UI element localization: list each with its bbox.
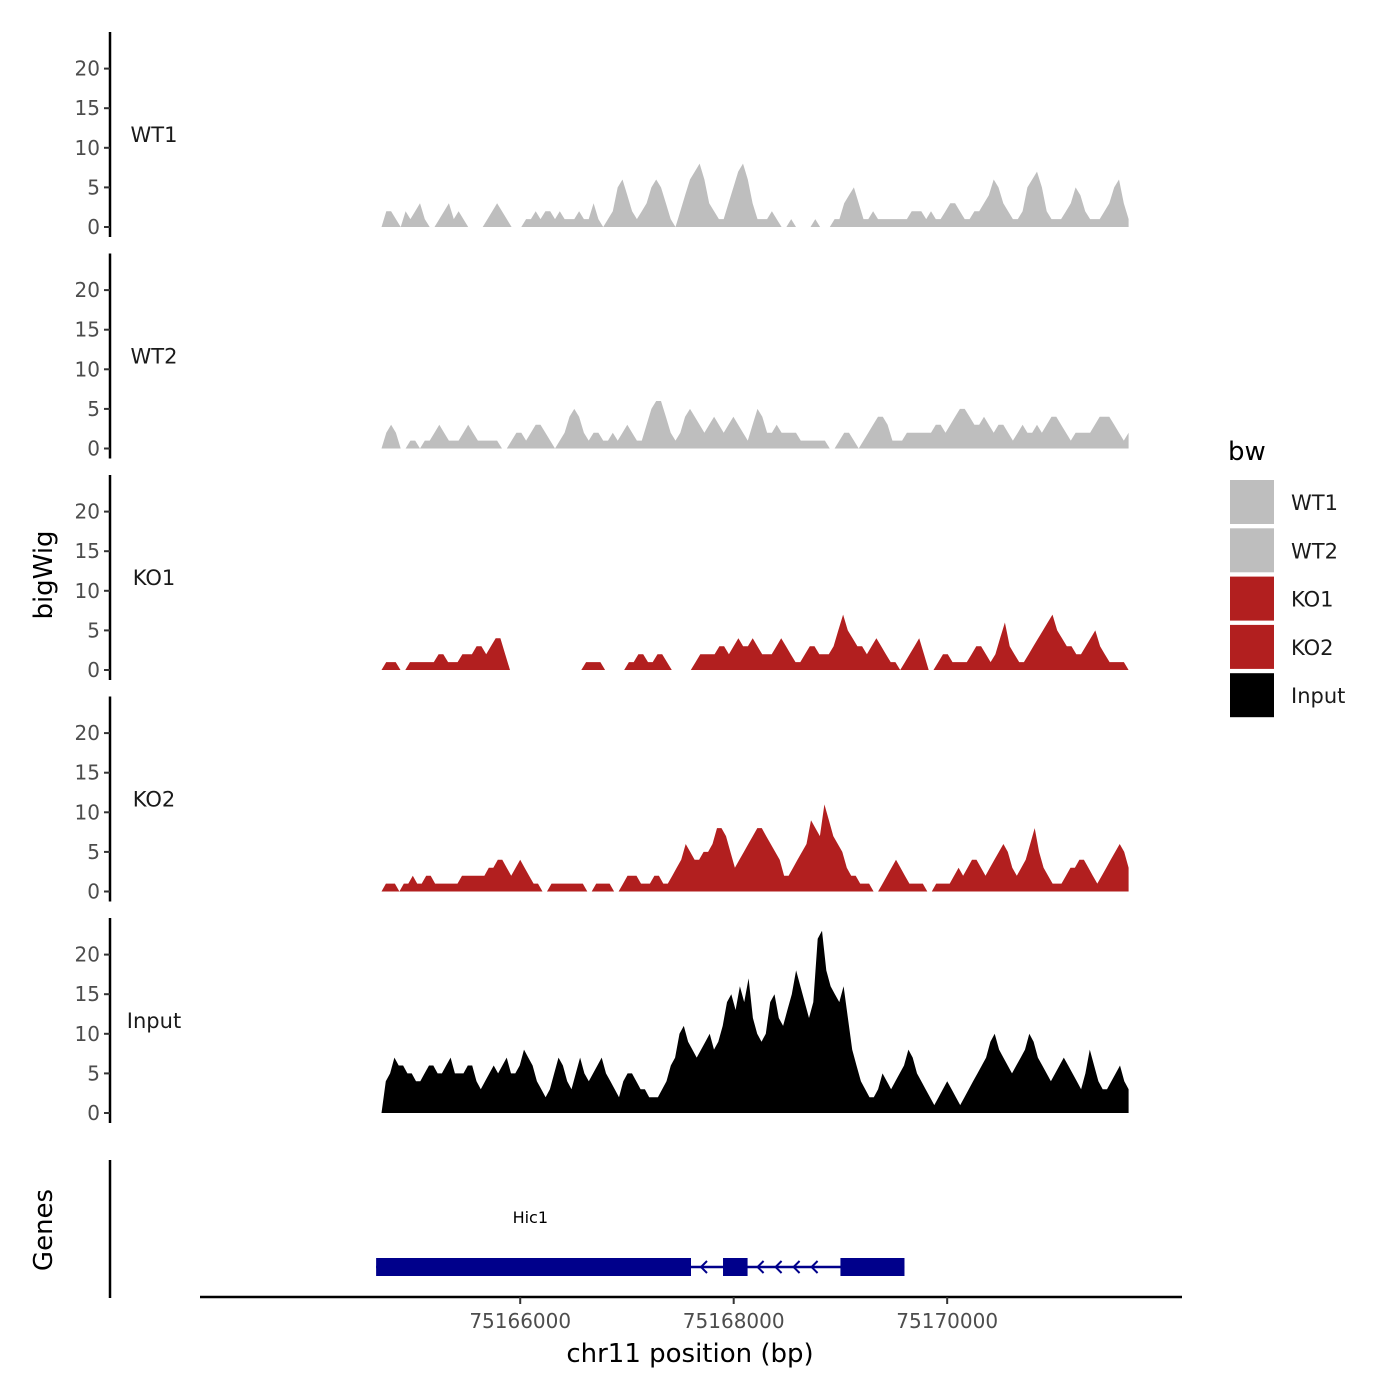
track-ko2: 0 5 10 15 20 KO2: [75, 696, 1129, 904]
track-label: KO2: [133, 788, 176, 812]
legend-label: WT2: [1291, 539, 1338, 563]
y-tick-label: 0: [87, 437, 100, 461]
signal-area-wt1: [381, 163, 1129, 227]
y-tick-label: 20: [75, 943, 100, 967]
y-tick-label: 0: [87, 1101, 100, 1125]
signal-area-ko2: [381, 804, 1129, 892]
track-label: WT1: [131, 123, 178, 147]
track-input: 0 5 10 15 20 Input: [75, 918, 1129, 1125]
legend-label: KO2: [1291, 636, 1334, 660]
genes-axis-title: Genes: [29, 1189, 59, 1271]
track-wt1: 0 5 10 15 20 WT1: [75, 32, 1129, 239]
y-tick-label: 5: [87, 840, 100, 864]
legend-label: KO1: [1291, 588, 1334, 612]
y-tick-label: 5: [87, 397, 100, 421]
legend: WT1 WT2 KO1 KO2 Input: [1230, 480, 1345, 718]
track-wt2: 0 5 10 15 20 WT2: [75, 253, 1129, 461]
y-tick-label: 10: [75, 1022, 100, 1046]
y-tick-label: 15: [75, 318, 100, 342]
x-tick-label: 75168000: [683, 1309, 785, 1333]
y-tick-label: 0: [87, 658, 100, 682]
strand-arrow: [810, 1260, 819, 1274]
x-tick-label: 75170000: [896, 1309, 998, 1333]
x-axis: 75166000 75168000 75170000: [200, 1295, 1182, 1333]
x-tick-label: 75166000: [469, 1309, 571, 1333]
y-tick-label: 5: [87, 175, 100, 199]
y-tick-label: 10: [75, 800, 100, 824]
y-tick-label: 0: [87, 215, 100, 239]
legend-swatch: [1230, 576, 1274, 621]
y-tick-label: 15: [75, 761, 100, 785]
y-tick-label: 20: [75, 278, 100, 302]
y-tick-label: 10: [75, 136, 100, 160]
track-label: Input: [127, 1009, 181, 1033]
track-label: KO1: [133, 566, 176, 590]
strand-arrow: [756, 1260, 765, 1274]
legend-swatch: [1230, 480, 1274, 524]
genes-track: Hic1: [108, 1160, 905, 1298]
x-axis-title: chr11 position (bp): [566, 1339, 813, 1369]
legend-label: WT1: [1291, 491, 1338, 515]
signal-area-wt2: [381, 401, 1129, 449]
gene-label: Hic1: [513, 1208, 548, 1227]
y-tick-label: 15: [75, 96, 100, 120]
y-tick-label: 10: [75, 357, 100, 381]
y-tick-label: 5: [87, 1061, 100, 1085]
track-label: WT2: [131, 345, 178, 369]
y-tick-label: 20: [75, 500, 100, 524]
y-tick-label: 15: [75, 982, 100, 1006]
legend-swatch: [1230, 528, 1274, 573]
signal-tracks: 0 5 10 15 20 WT1 0 5 10 15 20 WT2 0 5 10 15 20 KO1 0 5 10 15 2…: [75, 32, 1129, 1125]
strand-arrow: [699, 1260, 708, 1274]
strand-arrow: [792, 1260, 801, 1274]
track-ko1: 0 5 10 15 20 KO1: [75, 475, 1129, 682]
signal-area-input: [381, 930, 1129, 1113]
y-tick-label: 20: [75, 721, 100, 745]
signal-area-ko1: [381, 614, 1129, 670]
legend-swatch: [1230, 624, 1274, 669]
legend-swatch: [1230, 673, 1274, 718]
legend-label: Input: [1291, 684, 1345, 708]
y-axis-title: bigWig: [29, 530, 59, 619]
gene-exon: [376, 1258, 691, 1276]
y-tick-label: 10: [75, 579, 100, 603]
strand-arrow: [774, 1260, 783, 1274]
gene-exon: [723, 1258, 748, 1276]
gene-exon: [840, 1258, 905, 1276]
legend-title: bw: [1228, 437, 1266, 467]
y-tick-label: 20: [75, 57, 100, 81]
y-tick-label: 0: [87, 880, 100, 904]
y-tick-label: 15: [75, 539, 100, 563]
y-tick-label: 5: [87, 618, 100, 642]
